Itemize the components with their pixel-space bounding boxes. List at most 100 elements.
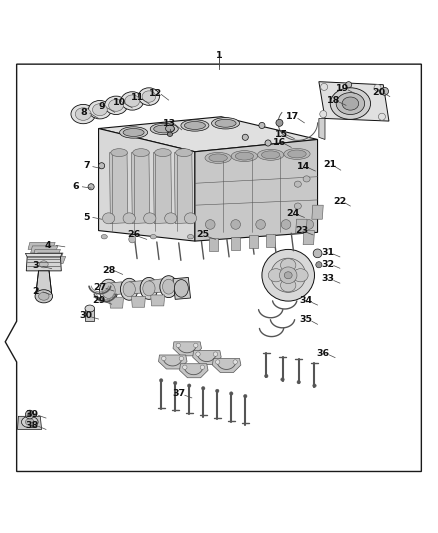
Ellipse shape <box>150 123 178 135</box>
Polygon shape <box>131 152 150 223</box>
Circle shape <box>378 113 385 120</box>
Ellipse shape <box>294 203 301 209</box>
Polygon shape <box>99 117 318 152</box>
Ellipse shape <box>336 93 364 115</box>
Polygon shape <box>28 243 55 249</box>
Circle shape <box>200 365 205 369</box>
Text: 30: 30 <box>79 311 92 320</box>
Ellipse shape <box>39 292 49 300</box>
Polygon shape <box>18 416 42 430</box>
Ellipse shape <box>294 181 301 187</box>
Ellipse shape <box>284 149 310 159</box>
Text: 26: 26 <box>127 230 140 239</box>
Ellipse shape <box>330 88 371 119</box>
Circle shape <box>276 119 283 126</box>
Ellipse shape <box>39 261 48 268</box>
Ellipse shape <box>212 118 240 129</box>
Ellipse shape <box>231 151 258 161</box>
Polygon shape <box>36 271 52 294</box>
Text: 9: 9 <box>98 102 105 111</box>
Ellipse shape <box>133 149 149 157</box>
Circle shape <box>213 352 218 356</box>
Ellipse shape <box>215 119 236 127</box>
Polygon shape <box>173 278 191 300</box>
Ellipse shape <box>181 120 209 131</box>
Circle shape <box>313 384 316 387</box>
Circle shape <box>194 343 198 348</box>
Circle shape <box>316 262 322 268</box>
Circle shape <box>162 356 166 361</box>
Polygon shape <box>151 295 165 306</box>
Circle shape <box>201 386 205 390</box>
Circle shape <box>173 381 177 385</box>
Ellipse shape <box>21 416 38 427</box>
Polygon shape <box>303 231 314 245</box>
Circle shape <box>187 384 191 387</box>
Ellipse shape <box>268 269 284 282</box>
Ellipse shape <box>187 235 194 239</box>
Text: 17: 17 <box>286 112 299 121</box>
Ellipse shape <box>256 220 265 229</box>
Circle shape <box>196 352 200 356</box>
Ellipse shape <box>235 152 254 160</box>
Circle shape <box>381 87 389 95</box>
Polygon shape <box>249 235 258 248</box>
Polygon shape <box>39 256 66 263</box>
Text: 37: 37 <box>172 389 185 398</box>
Ellipse shape <box>271 258 306 292</box>
Ellipse shape <box>261 151 280 159</box>
Text: 8: 8 <box>81 108 88 117</box>
Ellipse shape <box>71 104 95 124</box>
Circle shape <box>183 365 187 369</box>
Ellipse shape <box>166 125 174 132</box>
Ellipse shape <box>174 280 188 297</box>
Polygon shape <box>173 342 201 356</box>
Text: 20: 20 <box>372 87 385 96</box>
Text: 32: 32 <box>321 260 334 269</box>
Polygon shape <box>159 355 187 369</box>
Circle shape <box>242 134 248 140</box>
Ellipse shape <box>279 267 297 284</box>
Polygon shape <box>149 279 166 293</box>
Ellipse shape <box>143 281 155 296</box>
Polygon shape <box>129 280 147 294</box>
Ellipse shape <box>288 150 306 158</box>
Ellipse shape <box>209 154 227 162</box>
Ellipse shape <box>176 149 192 157</box>
Ellipse shape <box>138 88 159 106</box>
Polygon shape <box>319 118 325 140</box>
Text: 28: 28 <box>102 265 115 274</box>
Polygon shape <box>266 233 275 247</box>
Polygon shape <box>312 205 323 219</box>
Polygon shape <box>36 253 63 260</box>
Circle shape <box>215 360 220 364</box>
Ellipse shape <box>123 282 135 297</box>
Polygon shape <box>209 238 218 251</box>
Circle shape <box>88 184 94 190</box>
Polygon shape <box>212 359 241 373</box>
Circle shape <box>179 356 184 361</box>
Polygon shape <box>85 308 94 321</box>
Ellipse shape <box>167 132 173 136</box>
Text: 27: 27 <box>93 283 106 292</box>
Text: 7: 7 <box>83 161 90 170</box>
Ellipse shape <box>92 104 107 116</box>
Ellipse shape <box>281 220 291 229</box>
Ellipse shape <box>111 149 127 157</box>
Polygon shape <box>110 152 128 223</box>
Ellipse shape <box>165 213 177 224</box>
Text: 6: 6 <box>72 182 79 191</box>
Ellipse shape <box>125 95 140 107</box>
Ellipse shape <box>205 152 231 163</box>
Text: 3: 3 <box>33 261 39 270</box>
Circle shape <box>129 236 136 243</box>
Text: 16: 16 <box>273 139 286 148</box>
Circle shape <box>99 163 105 169</box>
Text: 18: 18 <box>327 96 340 106</box>
Circle shape <box>215 389 219 393</box>
Circle shape <box>265 374 268 378</box>
Polygon shape <box>193 351 221 365</box>
Circle shape <box>244 394 247 398</box>
Ellipse shape <box>144 213 156 224</box>
Polygon shape <box>26 257 61 271</box>
